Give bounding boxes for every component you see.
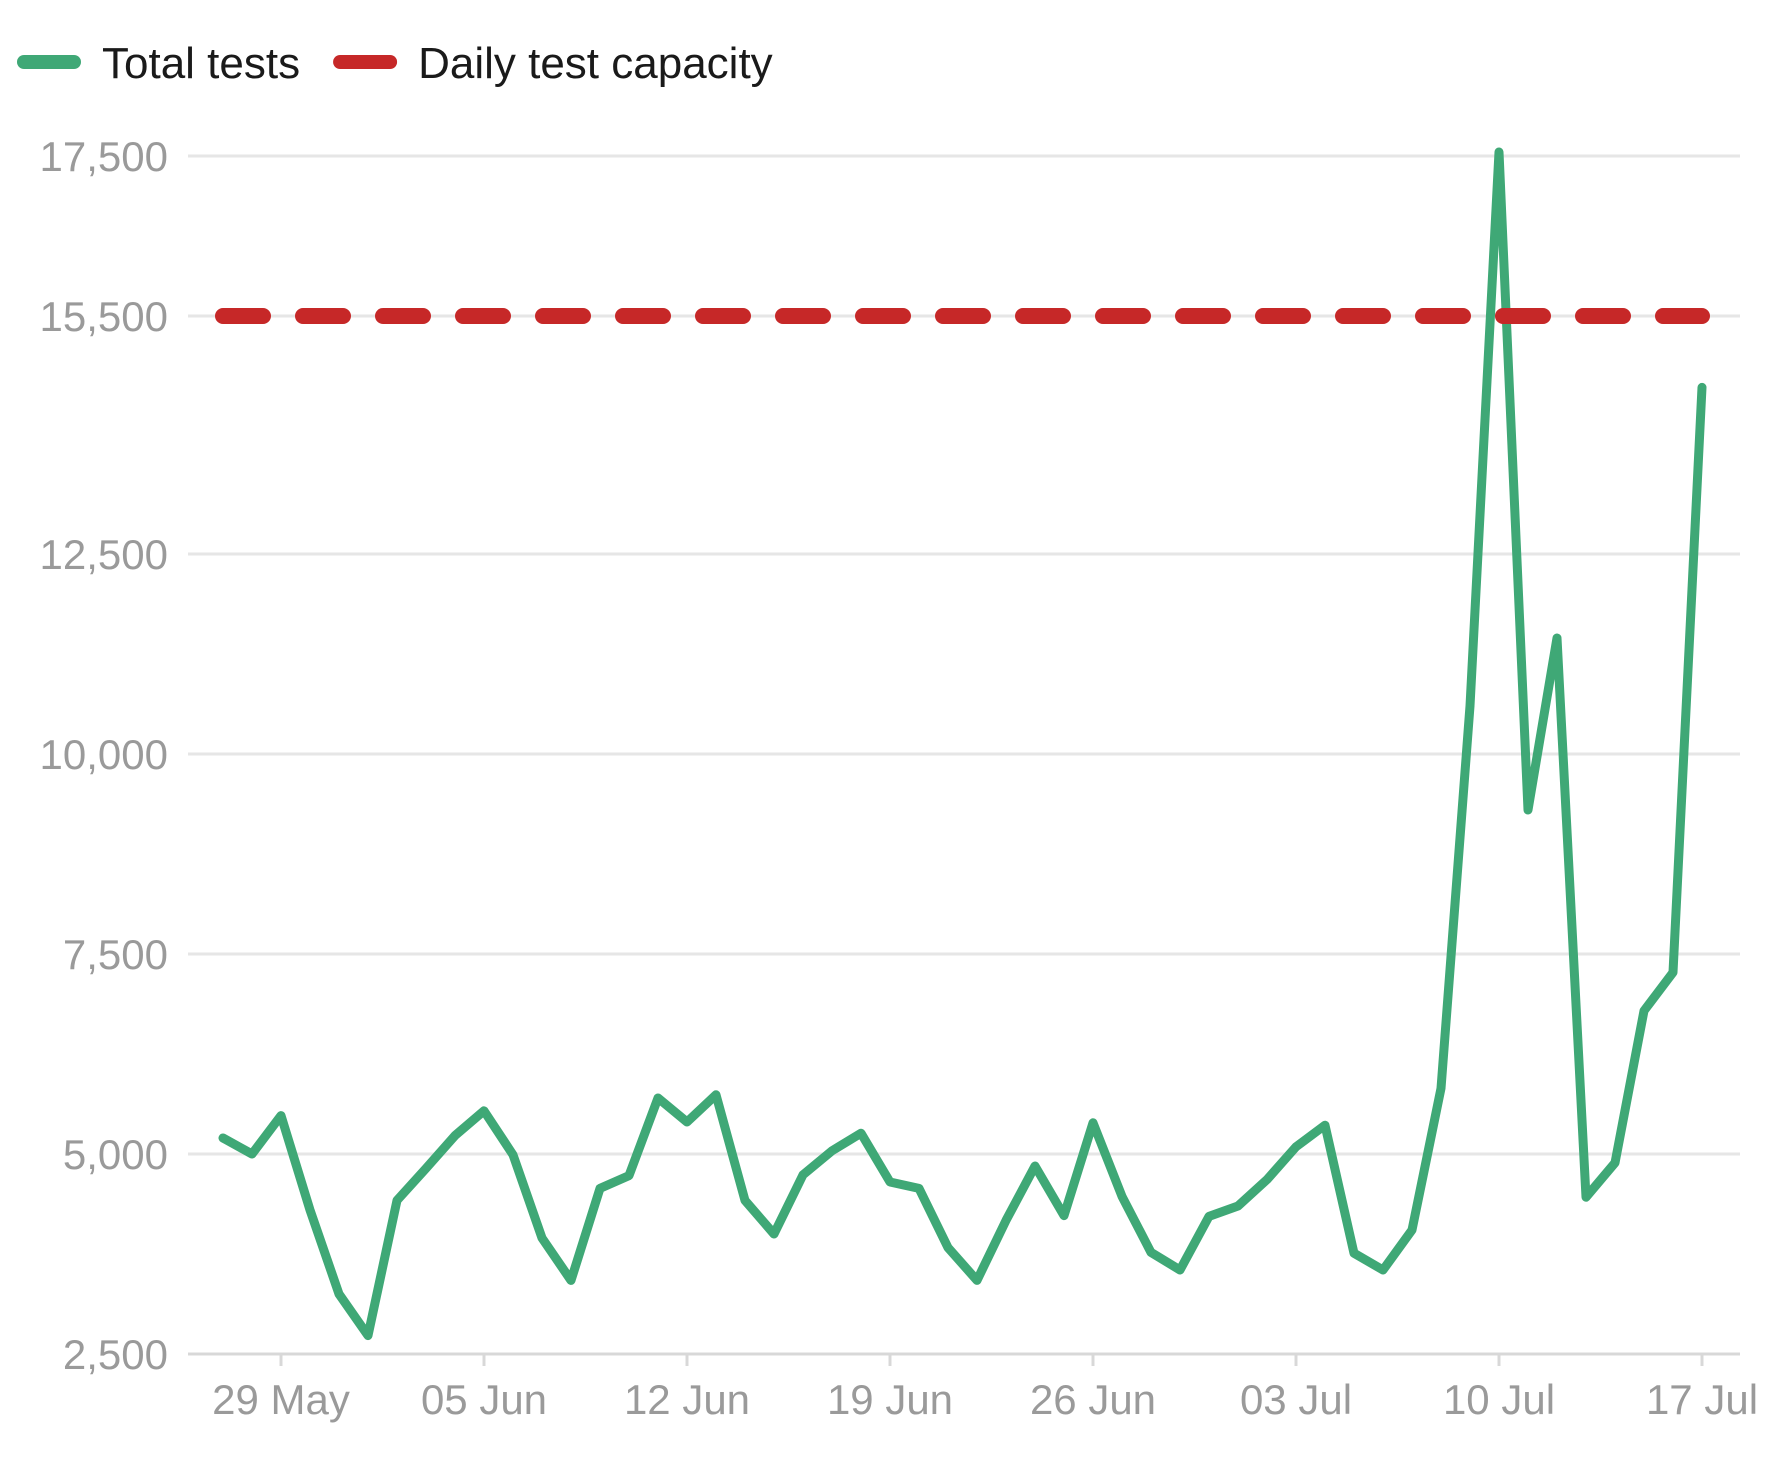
y-axis-ticks: 2,500 5,000 7,500 10,000 12,500 15,500 17,500 (40, 133, 168, 1378)
x-tick-label: 29 May (212, 1376, 350, 1423)
y-tick-label: 2,500 (63, 1331, 168, 1378)
x-axis: 29 May 05 Jun 12 Jun 19 Jun 26 Jun 03 Jul 10 J… (188, 1352, 1758, 1423)
y-tick-label: 15,500 (40, 293, 168, 340)
x-tick-label: 17 Jul (1646, 1376, 1758, 1423)
x-tick-label: 03 Jul (1240, 1376, 1352, 1423)
legend: Total tests Daily test capacity (17, 39, 773, 88)
x-tick-label: 10 Jul (1443, 1376, 1555, 1423)
x-tick-label: 12 Jun (624, 1376, 750, 1423)
y-tick-label: 17,500 (40, 133, 168, 180)
total-tests-line (218, 147, 1707, 1341)
x-tick-label: 26 Jun (1030, 1376, 1156, 1423)
x-tick-label: 19 Jun (827, 1376, 953, 1423)
y-tick-label: 7,500 (63, 931, 168, 978)
series-layer (215, 147, 1710, 1341)
legend-label: Daily test capacity (418, 39, 773, 88)
x-tick-label: 05 Jun (421, 1376, 547, 1423)
y-tick-label: 5,000 (63, 1131, 168, 1178)
legend-label: Total tests (102, 39, 300, 88)
y-tick-label: 10,000 (40, 731, 168, 778)
y-tick-label: 12,500 (40, 531, 168, 578)
